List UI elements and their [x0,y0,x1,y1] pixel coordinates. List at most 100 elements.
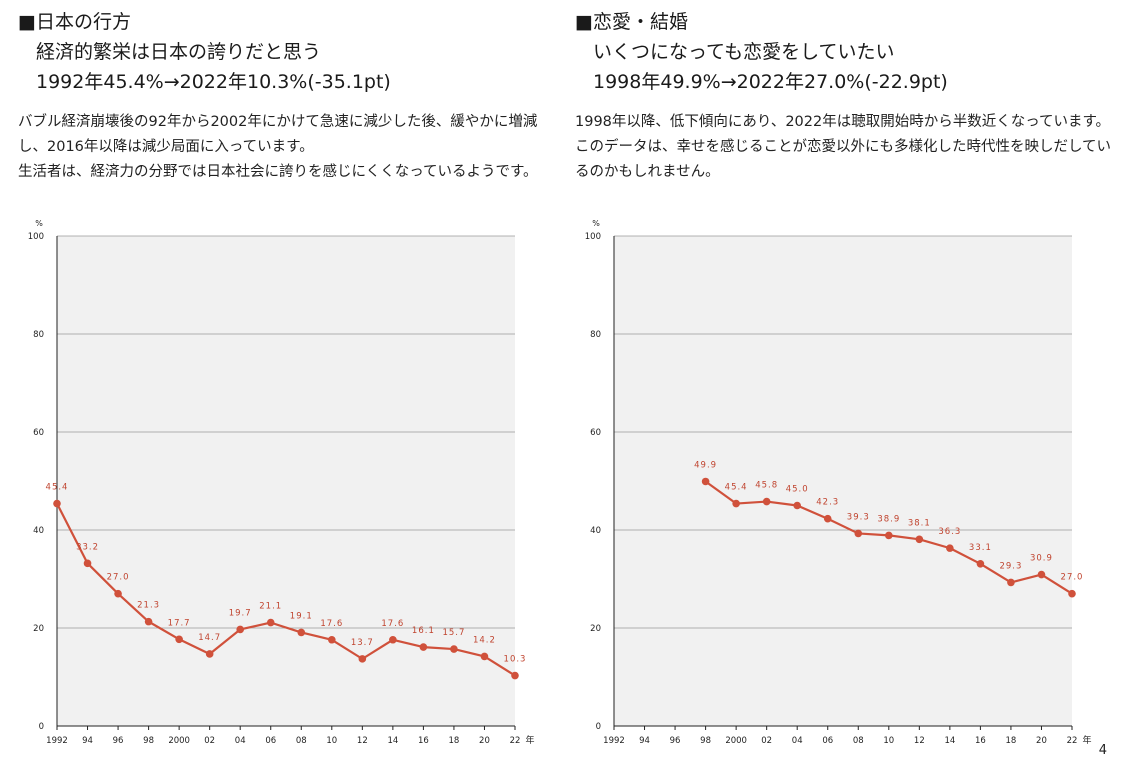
data-point [297,628,306,637]
x-tick-label: 22 [510,736,521,746]
data-point [480,652,489,661]
data-point [1037,570,1046,579]
data-label: 27.0 [107,573,130,583]
data-label: 33.1 [969,543,992,553]
data-point [450,645,458,653]
x-tick-label: 2000 [168,736,190,746]
x-tick-label: 98 [700,736,711,746]
series-line [56,503,516,677]
data-label: 13.7 [351,638,374,648]
x-tick-label: 10 [326,736,337,746]
x-tick-label: 08 [853,736,864,746]
x-tick-label: 20 [1036,736,1047,746]
data-point [946,544,954,552]
y-tick-label: 80 [590,330,601,340]
data-point [1068,589,1076,598]
data-point [419,643,428,651]
y-unit-label: % [592,219,600,228]
data-label: 42.3 [816,498,839,508]
x-tick-label: 1992 [46,736,68,746]
data-label: 30.9 [1030,554,1053,564]
x-unit-label: 年 [525,734,534,746]
data-point [732,499,740,508]
description-line: 生活者は、経済力の分野では日本社会に誇りを感じにくくなっているようです。 [18,164,538,180]
y-tick-label: 40 [33,526,44,536]
data-label: 17.6 [381,619,404,629]
data-point [854,529,863,538]
y-unit-label: % [35,219,43,228]
data-point [83,559,92,568]
data-label: 17.6 [320,619,343,629]
x-tick-label: 02 [761,736,772,746]
data-point [511,671,519,680]
y-tick-label: 20 [590,624,601,634]
data-point [885,531,893,540]
y-tick-label: 60 [590,428,601,438]
data-point [114,589,122,598]
data-label: 19.7 [229,608,252,618]
section-title: ■恋愛・結婚 [575,11,688,33]
data-point [175,635,183,644]
x-tick-label: 14 [387,736,398,746]
headline-change: 1998年49.9%→2022年27.0%(-22.9pt) [593,71,948,93]
x-tick-label: 16 [418,736,429,746]
data-label: 29.3 [999,561,1022,571]
x-tick-label: 94 [82,736,93,746]
data-label: 38.9 [877,514,900,524]
headline-change: 1992年45.4%→2022年10.3%(-35.1pt) [36,71,391,93]
headline-question: いくつになっても恋愛をしていたい [593,41,895,63]
x-tick-label: 14 [944,736,955,746]
data-label: 45.4 [46,483,69,493]
data-point [266,618,275,627]
data-label: 33.2 [76,542,99,552]
x-tick-label: 12 [357,736,368,746]
data-point [762,497,771,506]
x-tick-label: 18 [449,736,460,746]
page-number: 4 [1098,743,1107,758]
data-label: 49.9 [694,460,717,470]
x-tick-label: 12 [914,736,925,746]
line-chart-economic-pride: % 0 20 40 60 80 100 1992 94 96 98 2000 02 04 06 08 10 12 1… [28,219,535,746]
description: 1998年以降、低下傾向にあり、2022年は聴取開始時から半数近くなっています。… [575,110,1115,185]
data-point [358,655,367,663]
data-point [144,617,153,626]
section-title: ■日本の行方 [18,11,131,33]
y-tick-label: 80 [33,330,44,340]
data-label: 21.1 [259,602,282,612]
data-label: 38.1 [908,518,931,528]
x-tick-label: 18 [1006,736,1017,746]
data-point [236,625,244,634]
x-tick-label: 20 [479,736,490,746]
x-tick-label: 16 [975,736,986,746]
data-point [701,477,710,486]
description-line: バブル経済崩壊後の92年から2002年にかけて急速に減少した後、緩やかに増減し、… [18,114,538,155]
data-label: 45.4 [725,483,748,493]
x-tick-label: 98 [143,736,154,746]
panel-romance: ■恋愛・結婚 いくつになっても恋愛をしていたい 1998年49.9%→2022年… [575,0,1115,768]
data-label: 15.7 [442,628,465,638]
plot-area [614,236,1072,726]
data-label: 39.3 [847,512,870,522]
data-label: 21.3 [137,601,160,611]
y-tick-label: 40 [590,526,601,536]
x-tick-label: 06 [822,736,833,746]
y-tick-label: 0 [596,722,601,732]
data-label: 16.1 [412,626,435,636]
data-point [205,650,214,658]
y-tick-label: 20 [33,624,44,634]
x-tick-label: 02 [204,736,215,746]
headline-question: 経済的繁栄は日本の誇りだと思う [36,41,322,63]
x-tick-label: 06 [265,736,276,746]
data-label: 27.0 [1061,573,1084,583]
data-point [53,499,61,508]
data-label: 45.0 [786,485,809,495]
data-point [823,514,832,523]
data-label: 45.8 [755,481,778,491]
data-label: 10.3 [504,655,527,665]
panel-economic-pride: ■日本の行方 経済的繁栄は日本の誇りだと思う 1992年45.4%→2022年1… [18,0,558,768]
x-tick-label: 04 [792,736,803,746]
description-line: このデータは、幸せを感じることが恋愛以外にも多様化した時代性を映しだしているのか… [575,139,1112,180]
x-unit-label: 年 [1082,734,1091,746]
x-tick-label: 04 [235,736,246,746]
description: バブル経済崩壊後の92年から2002年にかけて急速に減少した後、緩やかに増減し、… [18,110,558,185]
